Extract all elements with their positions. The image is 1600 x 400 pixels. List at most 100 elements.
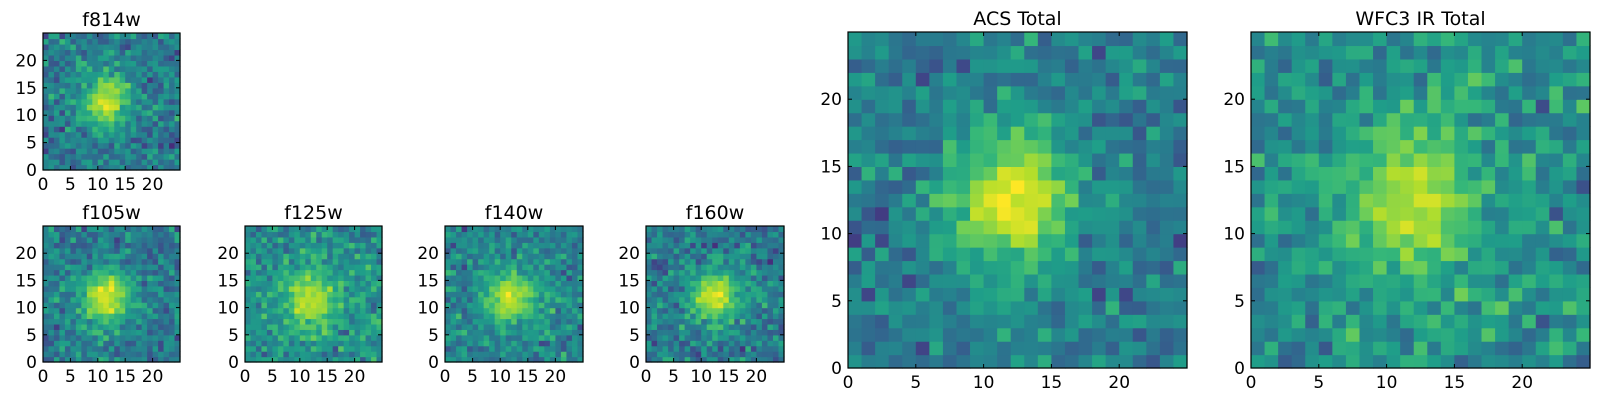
heatmap-cell	[1440, 112, 1455, 127]
heatmap-cell	[1373, 220, 1388, 235]
heatmap-cell	[59, 120, 66, 127]
heatmap-cell	[103, 82, 110, 89]
heatmap-cell	[365, 280, 372, 287]
heatmap-cell	[1508, 126, 1523, 141]
heatmap-cell	[668, 329, 675, 336]
heatmap-cell	[1413, 112, 1428, 127]
heatmap-cell	[86, 242, 93, 249]
heatmap-cell	[651, 242, 658, 249]
heatmap-cell	[778, 329, 785, 336]
heatmap-cell	[1159, 341, 1175, 356]
heatmap-cell	[245, 242, 252, 249]
heatmap-cell	[64, 264, 71, 271]
heatmap-cell	[1549, 233, 1564, 248]
x-tick-label: 20	[746, 367, 768, 387]
heatmap-cell	[1359, 45, 1374, 60]
heatmap-cell	[1413, 139, 1428, 154]
heatmap-cell	[250, 231, 257, 238]
heatmap-cell	[723, 236, 730, 243]
heatmap-cell	[1092, 152, 1107, 167]
heatmap-cell	[169, 323, 176, 330]
heatmap-cell	[64, 296, 71, 303]
heatmap-cell	[1024, 45, 1039, 60]
heatmap-cell	[668, 242, 675, 249]
heatmap-cell	[136, 49, 143, 56]
heatmap-cell	[174, 340, 181, 347]
heatmap-cell	[141, 104, 148, 111]
heatmap-cell	[43, 71, 50, 78]
heatmap-cell	[376, 226, 383, 233]
heatmap-cell	[70, 236, 77, 243]
heatmap-cell	[75, 329, 82, 336]
heatmap-cell	[174, 98, 181, 105]
heatmap-cell	[712, 340, 719, 347]
heatmap-cell	[772, 258, 780, 265]
heatmap-cell	[657, 269, 664, 276]
heatmap-cell	[1495, 32, 1510, 47]
heatmap-cell	[983, 327, 998, 342]
heatmap-cell	[354, 302, 361, 309]
heatmap-cell	[651, 296, 658, 303]
heatmap-cell	[43, 115, 50, 122]
heatmap-cell	[125, 120, 132, 127]
heatmap-cell	[103, 302, 110, 309]
heatmap-cell	[70, 43, 77, 51]
heatmap-cell	[103, 226, 110, 233]
heatmap-cell	[1132, 314, 1147, 329]
heatmap-cell	[163, 226, 170, 233]
heatmap-cell	[48, 65, 55, 72]
heatmap-cell	[152, 340, 159, 347]
heatmap-cell	[538, 280, 545, 287]
heatmap-cell	[1495, 193, 1510, 208]
heatmap-cell	[929, 85, 944, 100]
heatmap-cell	[141, 131, 148, 138]
x-tick-label: 15	[1041, 373, 1063, 393]
heatmap-cell	[1159, 112, 1175, 127]
heatmap-cell	[750, 323, 757, 330]
heatmap-cell	[299, 345, 306, 352]
heatmap-cell	[59, 49, 66, 56]
heatmap-cell	[657, 302, 664, 309]
heatmap-cell	[929, 72, 944, 87]
heatmap-cell	[942, 206, 958, 221]
heatmap-cell	[365, 247, 372, 254]
heatmap-cell	[500, 356, 507, 363]
heatmap-cell	[64, 269, 71, 276]
heatmap-cell	[97, 247, 104, 254]
heatmap-cell	[53, 345, 61, 352]
heatmap-cell	[70, 54, 77, 61]
heatmap-cell	[338, 269, 345, 276]
heatmap-cell	[354, 242, 361, 249]
heatmap-cell	[125, 164, 132, 171]
heatmap-cell	[70, 104, 77, 111]
heatmap-cell	[1291, 112, 1306, 127]
heatmap-cell	[294, 334, 301, 341]
heatmap-cell	[1440, 354, 1455, 369]
heatmap-cell	[1386, 193, 1401, 208]
heatmap-cell	[152, 164, 159, 171]
heatmap-cell	[778, 236, 785, 243]
heatmap-cell	[445, 242, 452, 249]
heatmap-cell	[136, 54, 143, 61]
heatmap-cell	[70, 269, 77, 276]
heatmap-cell	[250, 291, 257, 298]
heatmap-cell	[316, 236, 323, 243]
heatmap-cell	[717, 340, 724, 347]
heatmap-cell	[119, 231, 126, 238]
heatmap-cell	[81, 159, 88, 166]
heatmap-cell	[141, 247, 148, 254]
heatmap-cell	[472, 274, 479, 281]
heatmap-cell	[158, 38, 165, 45]
heatmap-cell	[349, 274, 356, 281]
heatmap-cell	[1037, 45, 1052, 60]
heatmap-cell	[888, 72, 903, 87]
heatmap-cell	[163, 253, 170, 260]
heatmap-cell	[272, 318, 279, 325]
heatmap-cell	[772, 345, 780, 352]
heatmap-cell	[929, 152, 944, 167]
heatmap-cell	[1345, 233, 1361, 248]
heatmap-cell	[1535, 58, 1550, 73]
heatmap-cell	[1291, 287, 1306, 302]
heatmap-cell	[1251, 112, 1266, 127]
heatmap-cell	[461, 231, 468, 238]
